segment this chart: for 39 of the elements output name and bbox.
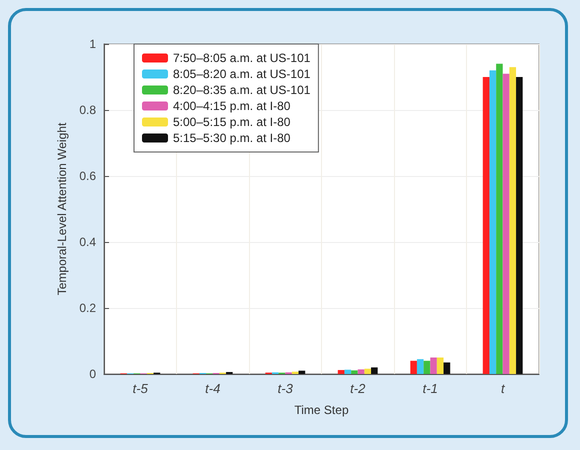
x-tick-label: t-4: [205, 381, 220, 396]
bar: [436, 358, 444, 374]
bar: [496, 64, 503, 374]
legend-label: 5:15–5:30 p.m. at I-80: [173, 131, 291, 145]
bar: [344, 370, 352, 374]
y-tick-label: 0: [89, 367, 96, 381]
legend-label: 5:00–5:15 p.m. at I-80: [173, 115, 291, 129]
bar: [298, 370, 306, 374]
bar: [338, 370, 344, 374]
bar: [424, 360, 430, 374]
y-tick-label: 1: [89, 37, 96, 51]
legend-label: 4:00–4:15 p.m. at I-80: [173, 99, 291, 113]
bar: [364, 368, 372, 374]
bar: [516, 77, 523, 374]
legend-label: 8:05–8:20 a.m. at US-101: [173, 67, 311, 81]
bar: [430, 358, 437, 374]
x-tick-label: t-1: [422, 381, 438, 396]
bar: [358, 369, 364, 374]
bar: [509, 67, 516, 374]
x-tick-label: t-2: [350, 381, 366, 396]
bar: [371, 367, 378, 374]
x-tick-label: t: [500, 381, 506, 396]
bar: [482, 77, 490, 374]
x-tick-label: t-3: [278, 381, 294, 396]
bar: [410, 360, 417, 374]
y-tick-label: 0.4: [79, 235, 96, 249]
bar: [351, 370, 358, 374]
y-tick-label: 0.6: [79, 169, 96, 183]
legend-label: 8:20–8:35 a.m. at US-101: [173, 83, 311, 97]
bar: [502, 74, 510, 374]
x-tick-label: t-5: [132, 381, 149, 396]
bar: [489, 70, 496, 374]
legend-label: 7:50–8:05 a.m. at US-101: [173, 51, 311, 65]
bar: [416, 359, 424, 374]
x-axis-title: Time Step: [294, 403, 349, 417]
y-tick-label: 0.8: [79, 103, 96, 117]
y-tick-label: 0.2: [79, 301, 96, 315]
bar: [444, 362, 450, 374]
y-axis-title: Temporal-Level Attention Weight: [55, 122, 69, 296]
